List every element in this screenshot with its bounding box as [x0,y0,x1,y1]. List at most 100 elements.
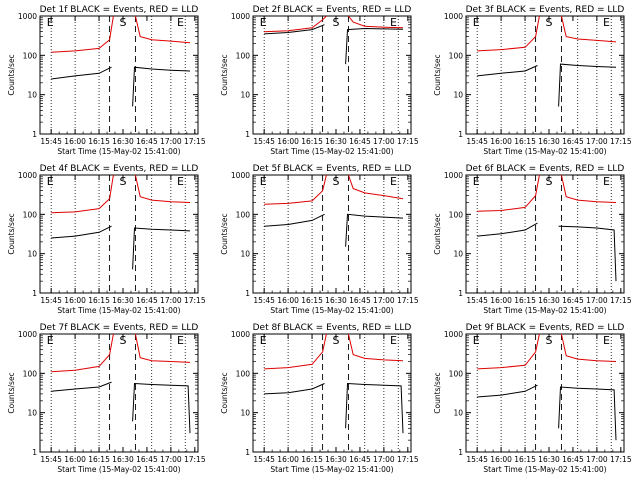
x-tick-label: 16:15 [88,296,110,305]
events-series-line [51,225,112,239]
marker-label: E [603,16,610,29]
y-tick-label: 1 [458,448,463,457]
x-tick-label: 16:45 [136,455,158,464]
y-tick-label: 100 [236,51,251,60]
x-tick-label: 17:00 [586,137,608,146]
detector-panel: Det 4f BLACK = Events, RED = LLD 1 10 100 10… [7,164,206,315]
events-series-line [264,24,325,35]
x-tick-label: 17:00 [586,296,608,305]
x-tick-label: 16:00 [64,137,86,146]
x-tick-label: 15:45 [40,455,62,464]
x-tick-label: 16:15 [301,137,323,146]
lld-series-line [51,15,114,53]
plot-frame [39,15,199,135]
detector-panel: Det 1f BLACK = Events, RED = LLD 1 10 100 10… [7,5,206,156]
events-series-line [51,381,112,392]
x-tick-label: 16:30 [538,137,560,146]
x-tick-label: 17:00 [160,455,182,464]
y-tick-label: 1000 [18,12,37,21]
x-axis-label: Start Time (15-May-02 15:41:00) [57,306,180,315]
x-tick-label: 16:15 [88,455,110,464]
x-tick-label: 17:00 [160,296,182,305]
x-tick-label: 16:15 [514,455,536,464]
x-tick-label: 16:45 [562,455,584,464]
x-axis-label: Start Time (15-May-02 15:41:00) [57,147,180,156]
y-axis-label: Counts/sec [220,372,229,413]
x-tick-label: 16:15 [514,296,536,305]
y-tick-label: 100 [449,369,464,378]
marker-label: S [332,334,339,347]
x-tick-label: 15:45 [466,455,488,464]
lld-series-line [51,333,114,373]
x-tick-label: 16:45 [136,137,158,146]
events-series-line [477,384,538,398]
x-tick-label: 16:45 [349,137,371,146]
y-tick-label: 100 [449,210,464,219]
y-axis-label: Counts/sec [7,372,16,413]
x-tick-label: 16:30 [112,137,134,146]
lld-series-line [51,174,114,214]
y-axis-label: Counts/sec [7,213,16,254]
detector-panel: Det 8f BLACK = Events, RED = LLD 1 10 100 10… [220,323,419,474]
lld-series-line [477,174,540,212]
x-tick-label: 16:15 [301,296,323,305]
y-tick-label: 1 [245,448,250,457]
marker-label: E [177,334,184,347]
y-tick-label: 1 [245,289,250,298]
x-axis-label: Start Time (15-May-02 15:41:00) [270,306,393,315]
plot-frame [465,174,625,294]
x-tick-label: 17:00 [373,137,395,146]
y-tick-label: 10 [240,250,250,259]
y-tick-label: 10 [240,409,250,418]
x-tick-label: 16:00 [490,296,512,305]
lld-series-line [264,333,327,370]
marker-label: E [473,16,480,29]
x-tick-label: 15:45 [40,137,62,146]
y-tick-label: 1 [32,289,37,298]
marker-label: E [390,175,397,188]
y-tick-label: 10 [240,91,250,100]
plot-frame [252,174,412,294]
marker-label: E [260,334,267,347]
y-tick-label: 10 [27,409,37,418]
x-tick-label: 16:15 [301,455,323,464]
y-tick-label: 10 [453,250,463,259]
x-tick-label: 16:00 [277,137,299,146]
plot-frame [39,174,199,294]
lld-series-line [560,174,617,203]
marker-label: E [473,175,480,188]
x-tick-label: 16:45 [136,296,158,305]
lld-series-line [134,333,191,363]
marker-label: S [119,16,126,29]
x-tick-label: 15:45 [466,137,488,146]
x-tick-label: 17:15 [610,137,632,146]
x-tick-label: 16:30 [325,296,347,305]
events-series-line [345,213,404,247]
x-axis-label: Start Time (15-May-02 15:41:00) [483,306,606,315]
marker-label: E [603,175,610,188]
marker-label: E [390,334,397,347]
x-tick-label: 15:45 [253,137,275,146]
y-tick-label: 1 [32,130,37,139]
lld-series-line [347,333,404,362]
y-axis-label: Counts/sec [7,54,16,95]
events-series-line [558,225,617,282]
marker-label: S [119,175,126,188]
y-tick-label: 100 [236,210,251,219]
y-tick-label: 100 [236,369,251,378]
events-series-line [264,213,325,227]
marker-label: S [545,16,552,29]
x-tick-label: 16:30 [112,455,134,464]
plot-frame [39,333,199,453]
y-axis-label: Counts/sec [220,54,229,95]
y-axis-label: Counts/sec [220,213,229,254]
plot-frame [465,333,625,453]
panel-title: Det 7f BLACK = Events, RED = LLD [40,323,199,333]
x-axis-label: Start Time (15-May-02 15:41:00) [483,147,606,156]
plot-frame [252,15,412,135]
x-tick-label: 17:00 [373,455,395,464]
x-tick-label: 17:00 [373,296,395,305]
panel-title: Det 4f BLACK = Events, RED = LLD [40,164,199,174]
x-tick-label: 16:45 [349,296,371,305]
